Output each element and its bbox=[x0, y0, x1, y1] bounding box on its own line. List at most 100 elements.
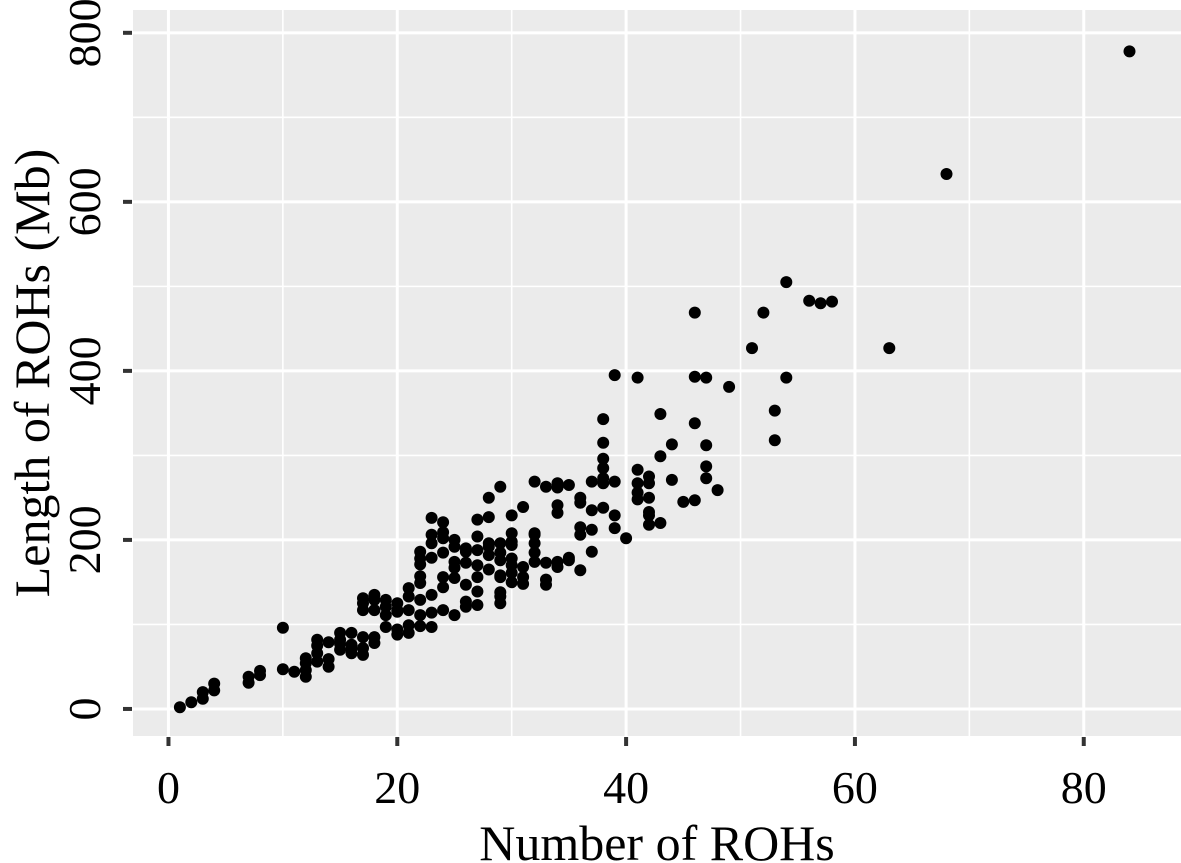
data-point bbox=[494, 480, 507, 493]
data-point bbox=[425, 537, 438, 550]
data-point bbox=[357, 631, 369, 644]
data-point bbox=[768, 404, 781, 417]
data-point bbox=[562, 551, 575, 564]
data-point bbox=[254, 664, 266, 677]
data-point bbox=[540, 556, 552, 569]
data-point bbox=[173, 701, 186, 714]
data-point bbox=[585, 475, 598, 488]
data-point bbox=[437, 581, 450, 594]
x-axis-tick-label: 0 bbox=[157, 762, 180, 813]
data-point bbox=[803, 294, 816, 307]
x-axis-tick-label: 40 bbox=[603, 762, 649, 813]
data-point bbox=[643, 491, 655, 504]
data-point bbox=[414, 609, 427, 622]
data-point bbox=[494, 537, 507, 550]
data-point bbox=[196, 686, 209, 699]
data-point bbox=[574, 491, 587, 504]
data-point bbox=[482, 549, 495, 562]
data-point bbox=[276, 663, 289, 676]
data-point bbox=[299, 652, 312, 665]
y-axis-tick-label: 400 bbox=[59, 336, 110, 405]
data-point bbox=[437, 604, 450, 617]
data-point bbox=[528, 555, 541, 568]
data-point bbox=[597, 413, 610, 426]
data-point bbox=[540, 480, 552, 493]
data-point bbox=[379, 593, 392, 606]
data-point bbox=[379, 609, 392, 622]
data-point bbox=[402, 604, 415, 617]
data-point bbox=[688, 417, 701, 430]
data-point bbox=[551, 555, 564, 568]
data-point bbox=[505, 552, 518, 565]
data-point bbox=[677, 495, 690, 508]
data-point bbox=[665, 473, 678, 486]
data-point bbox=[402, 619, 415, 632]
data-point bbox=[357, 592, 369, 605]
data-point bbox=[334, 626, 347, 639]
data-point bbox=[940, 168, 953, 180]
data-point bbox=[437, 571, 450, 584]
data-point bbox=[471, 513, 484, 526]
data-point bbox=[631, 477, 644, 490]
data-point bbox=[505, 527, 518, 540]
data-point bbox=[185, 696, 198, 709]
data-point bbox=[654, 517, 667, 529]
data-point bbox=[448, 572, 461, 584]
data-point bbox=[471, 571, 484, 584]
data-point bbox=[551, 499, 564, 512]
data-point bbox=[551, 477, 564, 490]
data-point bbox=[471, 530, 484, 543]
data-point bbox=[448, 609, 461, 622]
data-point bbox=[700, 439, 713, 452]
data-point bbox=[425, 606, 438, 619]
data-point bbox=[757, 306, 770, 319]
data-point bbox=[597, 501, 610, 514]
data-point bbox=[391, 623, 404, 636]
data-point bbox=[574, 564, 587, 577]
data-point bbox=[597, 436, 610, 449]
data-point bbox=[631, 463, 644, 476]
data-point bbox=[585, 545, 598, 558]
x-axis-tick-label: 80 bbox=[1061, 762, 1107, 813]
data-point bbox=[574, 521, 587, 534]
data-point bbox=[688, 306, 701, 319]
data-point bbox=[688, 370, 701, 383]
data-point bbox=[459, 556, 472, 569]
data-point bbox=[368, 631, 381, 644]
data-point bbox=[311, 655, 324, 668]
data-point bbox=[608, 522, 621, 535]
data-point bbox=[643, 506, 655, 518]
data-point bbox=[505, 535, 518, 548]
data-point bbox=[700, 460, 713, 473]
data-point bbox=[471, 559, 484, 572]
data-point bbox=[723, 380, 736, 393]
data-point bbox=[494, 569, 507, 582]
data-point bbox=[345, 638, 358, 651]
y-axis-title: Length of ROHs (Mb) bbox=[4, 148, 60, 598]
y-axis-tick-label: 0 bbox=[59, 697, 110, 720]
plot-panel-background bbox=[133, 10, 1181, 736]
data-point bbox=[585, 523, 598, 536]
data-point bbox=[505, 509, 518, 522]
data-point bbox=[700, 472, 713, 485]
data-point bbox=[688, 494, 701, 507]
data-point bbox=[654, 450, 667, 463]
data-point bbox=[414, 570, 427, 583]
x-axis-tick-label: 20 bbox=[374, 762, 420, 813]
data-point bbox=[482, 511, 495, 524]
data-point bbox=[242, 670, 255, 683]
data-point bbox=[768, 434, 781, 447]
data-point bbox=[322, 636, 335, 649]
data-point bbox=[471, 585, 484, 598]
data-point bbox=[494, 546, 507, 559]
data-point bbox=[471, 599, 484, 611]
data-point bbox=[643, 518, 655, 531]
data-point bbox=[608, 509, 621, 522]
data-point bbox=[597, 472, 610, 485]
data-point bbox=[425, 588, 438, 601]
data-point bbox=[528, 475, 541, 488]
data-point bbox=[665, 438, 678, 451]
x-axis-tick-label: 60 bbox=[832, 762, 878, 813]
